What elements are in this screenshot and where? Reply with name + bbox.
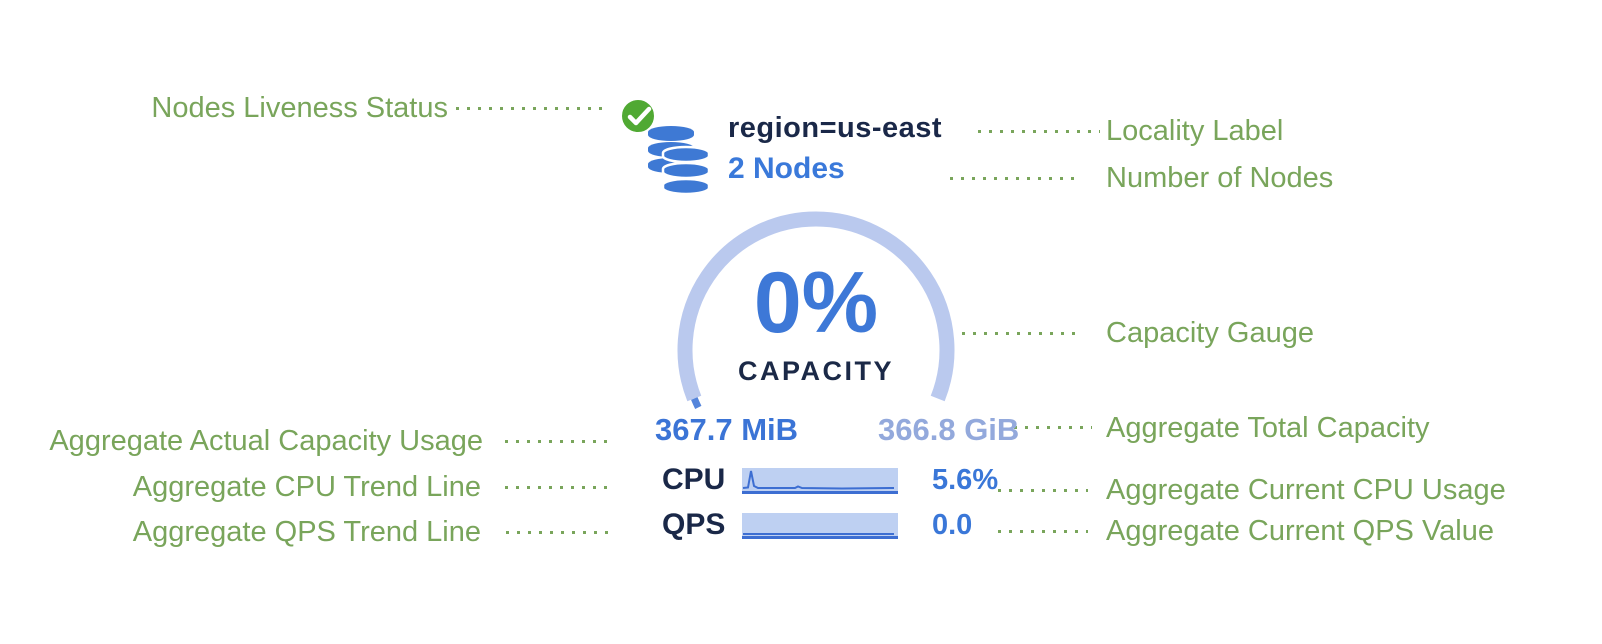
qps-trend-sparkline	[742, 513, 898, 539]
capacity-total-value: 366.8 GiB	[878, 412, 1020, 447]
annotation-nodes-liveness-status: Nodes Liveness Status	[151, 92, 448, 124]
cpu-trend-sparkline	[742, 468, 898, 494]
leader-dots-total-capacity	[1014, 426, 1092, 429]
annotation-capacity-gauge: Capacity Gauge	[1106, 317, 1314, 349]
annotation-aggregate-qps-trend-line: Aggregate QPS Trend Line	[132, 516, 481, 548]
node-count-label: 2 Nodes	[728, 152, 845, 185]
annotation-aggregate-current-cpu-usage: Aggregate Current CPU Usage	[1106, 474, 1506, 506]
leader-dots-current-qps-value	[998, 530, 1088, 533]
qps-current-value: 0.0	[932, 509, 973, 541]
qps-label: QPS	[662, 508, 726, 541]
check-circle-icon	[620, 98, 656, 134]
capacity-caption: CAPACITY	[737, 356, 894, 386]
gauge-zero-tick	[691, 397, 702, 409]
annotation-locality-label: Locality Label	[1106, 115, 1284, 147]
cpu-label: CPU	[662, 463, 726, 496]
leader-dots-number-of-nodes	[950, 177, 1082, 180]
leader-dots-actual-capacity	[505, 440, 611, 443]
annotation-aggregate-actual-capacity-usage: Aggregate Actual Capacity Usage	[49, 425, 483, 457]
leader-dots-nodes-liveness	[456, 107, 606, 110]
capacity-used-value: 367.7 MiB	[655, 412, 799, 447]
capacity-gauge-arc	[677, 211, 955, 409]
annotation-aggregate-current-qps-value: Aggregate Current QPS Value	[1106, 515, 1494, 547]
annotation-aggregate-total-capacity: Aggregate Total Capacity	[1106, 412, 1430, 444]
cpu-current-value: 5.6%	[932, 464, 999, 496]
annotation-number-of-nodes: Number of Nodes	[1106, 162, 1334, 194]
cpu-trend-line	[742, 470, 895, 490]
leader-dots-current-cpu-usage	[998, 489, 1088, 492]
locality-label: region=us-east	[728, 112, 943, 144]
leader-dots-capacity-gauge	[962, 332, 1082, 335]
leader-dots-cpu-trend	[505, 486, 612, 489]
capacity-percent-value: 0%	[753, 255, 879, 351]
annotation-aggregate-cpu-trend-line: Aggregate CPU Trend Line	[132, 471, 481, 503]
leader-dots-qps-trend	[506, 531, 613, 534]
database-stack-icon	[648, 126, 711, 196]
leader-dots-locality-label	[978, 130, 1100, 133]
